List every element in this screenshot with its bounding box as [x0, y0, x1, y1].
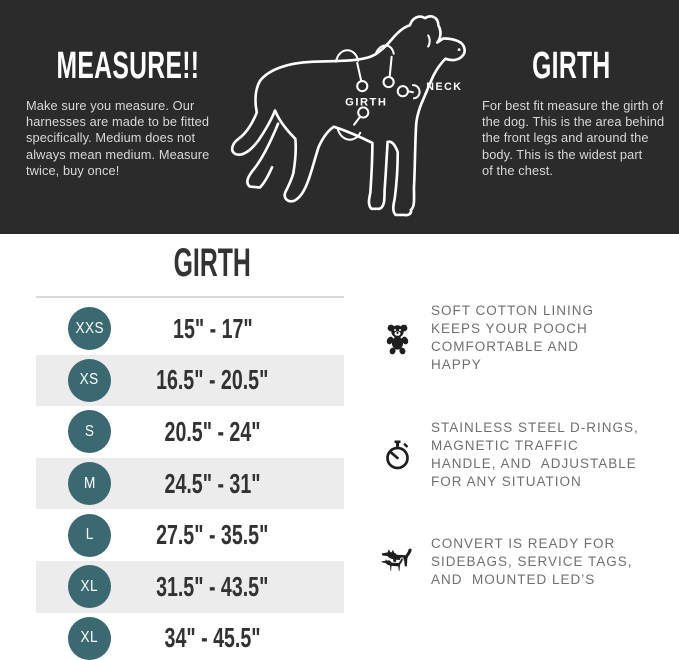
dog-outline-icon	[230, 15, 466, 217]
girth-range: 15" - 17"	[172, 312, 253, 344]
girth-range: 27.5" - 35.5"	[156, 519, 269, 551]
shoulder-strap-arc	[374, 44, 395, 56]
girth-body: For best fit measure the girth of the do…	[482, 98, 665, 178]
size-badge: L	[68, 513, 111, 557]
dog-nostril	[457, 48, 461, 52]
feature-text: SOFT COTTON LINING KEEPS YOUR POOCH COMF…	[431, 303, 595, 372]
size-badge: XL	[68, 616, 111, 660]
table-row: XS 16.5" - 20.5"	[36, 354, 344, 407]
shoulder-marker-dot	[382, 75, 395, 89]
size-table-title: GIRTH	[36, 242, 344, 284]
table-row: M 24.5" - 31"	[36, 457, 344, 510]
measure-title-text: MEASURE!!	[56, 45, 200, 87]
chest-marker-dot	[357, 106, 370, 119]
dog-eye	[427, 34, 431, 48]
girth-title: GIRTH	[474, 46, 668, 86]
size-table: GIRTH XXS 15" - 17" XS 16.5" - 20.5" S 2…	[36, 242, 344, 660]
size-badge: XS	[68, 358, 111, 402]
girth-title-text: GIRTH	[531, 45, 611, 87]
size-label: L	[85, 526, 94, 544]
girth-range: 31.5" - 43.5"	[156, 570, 269, 602]
girth-range: 34" - 45.5"	[164, 622, 261, 654]
size-badge: S	[68, 410, 111, 454]
divider	[36, 296, 344, 298]
dog-measurement-diagram: GIRTH NECK	[230, 15, 466, 217]
size-label: M	[83, 474, 96, 492]
size-label: XL	[80, 577, 99, 595]
header-panel: MEASURE!! Make sure you measure. Our har…	[0, 0, 679, 234]
neck-marker-dot	[396, 85, 409, 98]
girth-range: 24.5" - 31"	[164, 467, 261, 499]
size-table-title-text: GIRTH	[173, 241, 251, 285]
belly-strap-line	[353, 115, 362, 126]
size-badge: M	[68, 462, 111, 506]
girth-range: 20.5" - 24"	[164, 415, 261, 447]
belly-strap-arc	[336, 128, 362, 141]
table-row: XL 31.5" - 43.5"	[36, 560, 344, 613]
size-label: S	[84, 422, 95, 440]
size-label: XS	[80, 371, 99, 389]
girth-marker-dot	[356, 80, 369, 93]
measure-title: MEASURE!!	[18, 46, 214, 86]
measure-body: Make sure you measure. Our harnesses are…	[26, 98, 210, 178]
dog-far-leg	[246, 122, 280, 189]
dogs-icon	[374, 548, 420, 577]
diagram-neck-label: NECK	[426, 81, 462, 93]
shoulder-strap-line	[388, 55, 393, 79]
feature-text: STAINLESS STEEL D-RINGS, MAGNETIC TRAFFI…	[431, 420, 639, 489]
feature-convert: CONVERT IS READY FOR SIDEBAGS, SERVICE T…	[374, 535, 633, 589]
neck-strap-arc	[411, 84, 421, 100]
table-row: S 20.5" - 24"	[36, 406, 344, 458]
size-label: XXS	[75, 319, 104, 337]
table-row: XL 34" - 45.5"	[36, 613, 344, 660]
size-label: XL	[80, 629, 99, 647]
size-badge: XXS	[68, 307, 111, 351]
measure-section: MEASURE!! Make sure you measure. Our har…	[18, 46, 214, 179]
teddy-bear-icon	[374, 322, 420, 355]
girth-strap-line	[356, 61, 363, 83]
feature-cotton-lining: SOFT COTTON LINING KEEPS YOUR POOCH COMF…	[374, 302, 594, 374]
diagram-girth-label: GIRTH	[345, 96, 387, 108]
table-row: XXS 15" - 17"	[36, 303, 344, 355]
girth-range: 16.5" - 20.5"	[156, 364, 269, 396]
size-badge: XL	[68, 565, 111, 609]
feature-text: CONVERT IS READY FOR SIDEBAGS, SERVICE T…	[431, 536, 633, 587]
feature-hardware: STAINLESS STEEL D-RINGS, MAGNETIC TRAFFI…	[374, 419, 639, 491]
table-row: L 27.5" - 35.5"	[36, 509, 344, 561]
girth-strap-arc	[334, 49, 360, 63]
girth-section: GIRTH For best fit measure the girth of …	[474, 46, 668, 179]
stopwatch-icon	[374, 440, 420, 471]
neck-strap-line	[406, 90, 414, 94]
